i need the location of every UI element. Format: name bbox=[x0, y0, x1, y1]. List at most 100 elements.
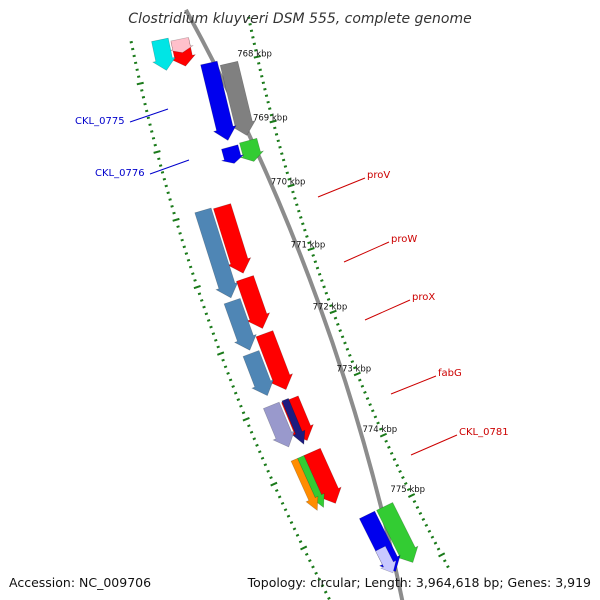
gene-arrow[interactable] bbox=[223, 297, 257, 351]
tick-mark-right bbox=[186, 258, 191, 262]
gene-label-ckl-0781[interactable]: CKL_0781 bbox=[459, 427, 509, 438]
tick-mark-right bbox=[266, 469, 270, 473]
gene-arrow[interactable] bbox=[169, 36, 194, 53]
gene-arrow[interactable] bbox=[281, 397, 306, 445]
tick-mark-left bbox=[317, 272, 322, 276]
tick-mark-left bbox=[403, 481, 408, 486]
tick-mark-left bbox=[260, 74, 264, 78]
tick-mark-right bbox=[247, 424, 251, 428]
tick-mark-left bbox=[395, 463, 400, 468]
tick-mark-left bbox=[406, 487, 411, 492]
tick-mark-right bbox=[223, 365, 228, 369]
tick-mark-right bbox=[133, 61, 138, 65]
tick-mark-right bbox=[269, 476, 273, 480]
tick-mark-right bbox=[168, 198, 172, 201]
tick-mark-right bbox=[166, 191, 170, 195]
tick-mark-left bbox=[363, 390, 367, 394]
gene-arrow[interactable] bbox=[213, 203, 252, 274]
tick-mark-left bbox=[315, 266, 320, 270]
gene-arrow[interactable] bbox=[376, 502, 419, 563]
gene-arrow[interactable] bbox=[375, 545, 397, 574]
kbp-label: 768 kbp bbox=[237, 50, 272, 60]
tick-mark-left bbox=[281, 158, 286, 162]
tick-mark-left bbox=[252, 42, 257, 46]
gene-arrow[interactable] bbox=[303, 447, 342, 504]
tick-mark-right bbox=[176, 225, 180, 228]
tick-mark-right bbox=[148, 123, 152, 126]
gene-arrow[interactable] bbox=[194, 207, 239, 299]
tick-mark-left bbox=[278, 145, 282, 149]
tick-mark-right bbox=[277, 495, 282, 499]
gene-label-prov[interactable]: proV bbox=[367, 170, 390, 181]
tick-mark-left bbox=[254, 49, 258, 52]
gene-arrow[interactable] bbox=[221, 144, 244, 164]
tick-mark-left bbox=[389, 451, 394, 455]
gene-arrow[interactable] bbox=[297, 455, 325, 509]
tick-mark-left bbox=[293, 196, 297, 200]
tick-mark-right bbox=[228, 378, 233, 382]
gene-arrow[interactable] bbox=[255, 330, 294, 391]
gene-label-prox[interactable]: proX bbox=[412, 292, 435, 303]
tick-mark-left bbox=[287, 183, 295, 188]
tick-mark-left bbox=[433, 541, 438, 545]
tick-mark-right bbox=[221, 358, 225, 362]
tick-mark-left bbox=[307, 241, 311, 245]
tick-mark-left bbox=[299, 216, 303, 219]
tick-mark-right bbox=[242, 417, 250, 422]
tick-mark-left bbox=[283, 165, 288, 168]
tick-mark-right bbox=[283, 508, 288, 512]
tick-mark-left bbox=[257, 62, 261, 65]
tick-mark-left bbox=[360, 384, 365, 388]
tick-mark-right bbox=[137, 75, 141, 78]
kbp-label: 769 kbp bbox=[253, 114, 288, 124]
tick-mark-left bbox=[253, 55, 261, 59]
tick-mark-left bbox=[263, 87, 267, 91]
gene-label-ckl-0776[interactable]: CKL_0776 bbox=[95, 168, 145, 179]
gene-arrow[interactable] bbox=[219, 60, 256, 136]
gene-arrow[interactable] bbox=[200, 60, 237, 141]
tick-mark-left bbox=[280, 152, 284, 156]
tick-mark-left bbox=[274, 133, 279, 136]
tick-mark-left bbox=[376, 421, 380, 425]
tick-mark-right bbox=[257, 450, 262, 454]
gene-arrow[interactable] bbox=[151, 37, 177, 71]
tick-mark-right bbox=[182, 245, 186, 249]
tick-mark-left bbox=[285, 171, 290, 175]
tick-mark-right bbox=[146, 116, 151, 120]
tick-mark-left bbox=[303, 228, 307, 232]
tick-mark-left bbox=[264, 94, 269, 98]
gene-arrow[interactable] bbox=[262, 401, 295, 448]
tick-mark-right bbox=[206, 318, 211, 322]
tick-mark-left bbox=[340, 335, 345, 339]
tick-mark-right bbox=[236, 398, 241, 402]
tick-mark-right bbox=[226, 371, 230, 375]
kbp-label: 773 kbp bbox=[337, 364, 372, 374]
tick-mark-right bbox=[323, 590, 328, 594]
tick-mark-right bbox=[160, 171, 165, 174]
tick-mark-left bbox=[345, 347, 350, 351]
tick-mark-left bbox=[415, 505, 420, 510]
gene-label-prow[interactable]: proW bbox=[391, 234, 417, 245]
gene-arrow[interactable] bbox=[239, 137, 265, 162]
kbp-label: 774 kbp bbox=[362, 425, 397, 435]
gene-label-fabg[interactable]: fabG bbox=[438, 368, 462, 379]
tick-mark-left bbox=[297, 209, 301, 213]
tick-mark-right bbox=[274, 489, 279, 493]
tick-mark-right bbox=[314, 571, 318, 575]
tick-mark-left bbox=[358, 378, 362, 382]
gene-arrow[interactable] bbox=[242, 350, 274, 397]
tick-mark-right bbox=[202, 305, 206, 309]
tick-mark-right bbox=[239, 404, 243, 408]
tick-mark-right bbox=[320, 584, 325, 588]
gene-arrow[interactable] bbox=[290, 457, 319, 512]
label-leader-lines bbox=[129, 108, 458, 456]
tick-mark-right bbox=[231, 385, 235, 389]
tick-mark-left bbox=[276, 139, 280, 143]
tick-mark-left bbox=[343, 341, 347, 345]
gene-arrow[interactable] bbox=[236, 275, 271, 329]
tick-mark-left bbox=[320, 279, 324, 283]
gene-label-ckl-0775[interactable]: CKL_0775 bbox=[75, 116, 125, 127]
tick-mark-right bbox=[164, 184, 168, 188]
tick-mark-left bbox=[336, 322, 340, 326]
tick-mark-right bbox=[209, 325, 213, 329]
